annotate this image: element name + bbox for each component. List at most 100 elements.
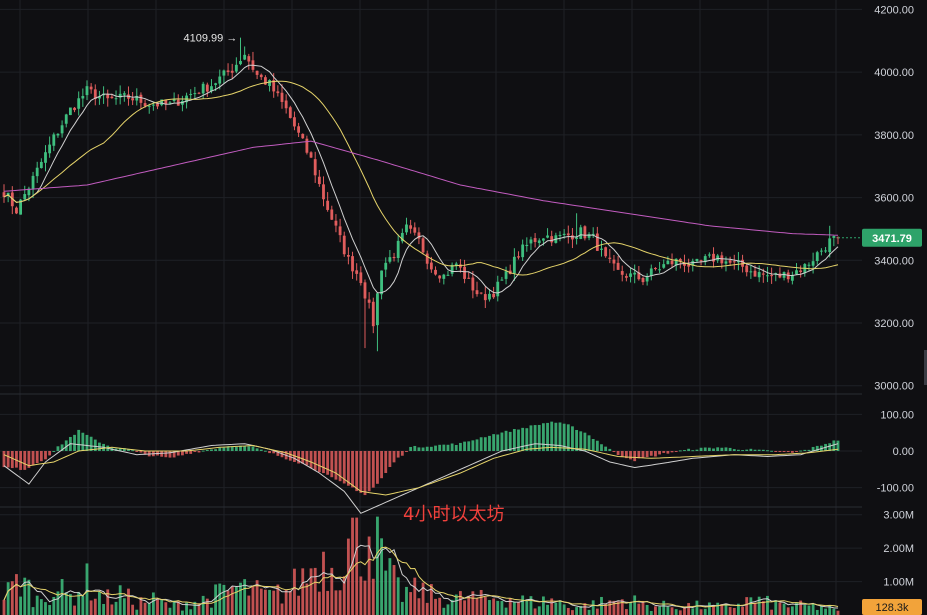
last-volume-label: 128.3k [875, 602, 909, 614]
macd-bar-positive [446, 444, 450, 451]
volume-bar-up [807, 605, 811, 615]
candle-down [799, 265, 803, 278]
macd-bar-negative [313, 451, 317, 471]
volume-bar-down [346, 538, 350, 615]
macd-bar-positive [479, 437, 483, 451]
macd-dea-line [3, 444, 839, 496]
candle-up [525, 237, 529, 252]
candle-body [467, 277, 471, 279]
volume-bar-up [380, 538, 383, 615]
candle-body [429, 262, 433, 270]
macd-bar-negative [795, 451, 798, 452]
candle-body [60, 125, 64, 134]
volume-bar-up [579, 605, 583, 615]
candle-up [68, 107, 72, 116]
volume-tick-label: 1.00M [883, 577, 914, 589]
candle-up [828, 225, 832, 258]
volume-bar-down [334, 590, 338, 615]
candle-body [122, 93, 126, 95]
candle-down [326, 192, 330, 212]
candle-body [724, 261, 728, 264]
volume-bar-up [512, 602, 516, 615]
macd-bar-negative [654, 451, 657, 457]
candle-up [749, 264, 753, 279]
macd-bar-positive [716, 447, 720, 451]
macd-bar-negative [363, 451, 367, 496]
candle-body [753, 270, 757, 277]
candle-body [620, 271, 624, 275]
macd-bar-positive [691, 450, 695, 452]
candle-up [782, 271, 786, 281]
volume-bar-up [633, 595, 637, 615]
candle-body [276, 91, 280, 94]
macd-bar-positive [409, 446, 413, 451]
volume-bar-down [566, 607, 570, 615]
volume-bar-down [284, 589, 288, 615]
candle-body [259, 74, 263, 78]
last-price-label: 3471.79 [872, 233, 912, 245]
macd-bar-positive [205, 449, 209, 451]
volume-bar-up [629, 602, 632, 615]
macd-bar-negative [181, 451, 184, 456]
volume-bar-up [649, 610, 653, 615]
macd-bar-positive [745, 449, 749, 451]
macd-bar-positive [529, 425, 533, 451]
candle-body [732, 261, 736, 263]
macd-bar-positive [541, 423, 545, 451]
candle-body [799, 270, 803, 273]
candle-down [342, 231, 346, 257]
candle-body [488, 293, 491, 300]
candle-body [284, 100, 288, 109]
volume-bar-down [197, 603, 201, 615]
candle-down [106, 89, 110, 107]
macd-bar-positive [73, 434, 76, 451]
macd-bar-positive [537, 424, 541, 451]
candle-body [313, 159, 317, 176]
volume-bar-up [64, 592, 68, 615]
macd-bar-negative [649, 451, 653, 456]
macd-bar-negative [620, 451, 624, 457]
candle-body [268, 80, 271, 86]
volume-bar-up [724, 603, 728, 615]
candle-down [305, 135, 309, 155]
candle-up [400, 228, 404, 244]
candle-body [782, 272, 786, 278]
volume-bar-down [753, 602, 757, 615]
volume-bar-up [766, 595, 769, 615]
macd-bar-positive [571, 426, 574, 451]
candle-body [197, 92, 201, 94]
macd-bar-positive [766, 450, 769, 452]
volume-bar-down [687, 603, 691, 615]
volume-bar-up [645, 604, 649, 615]
candle-body [575, 237, 579, 239]
candle-body [56, 133, 60, 136]
volume-bar-up [554, 602, 558, 615]
candle-body [234, 64, 238, 72]
volume-bar-up [23, 577, 27, 615]
macd-bar-negative [612, 451, 616, 452]
candle-body [388, 257, 392, 262]
volume-bar-up [201, 595, 205, 615]
macd-bar-positive [434, 445, 437, 451]
candle-body [699, 260, 703, 262]
candle-up [268, 79, 271, 92]
volume-bar-down [110, 604, 114, 615]
candle-up [807, 262, 811, 272]
candle-body [338, 226, 342, 236]
macd-bar-positive [230, 446, 234, 451]
candle-up [23, 185, 27, 202]
macd-bar-positive [89, 436, 93, 451]
candle-up [98, 90, 101, 105]
candle-down [330, 205, 334, 220]
candle-body [720, 255, 724, 264]
volume-bar-down [438, 597, 442, 615]
candle-down [230, 63, 234, 80]
candle-body [147, 105, 151, 107]
candle-body [31, 175, 35, 190]
volume-bar-up [44, 602, 47, 615]
macd-bar-negative [164, 451, 168, 458]
macd-bar-negative [641, 451, 645, 458]
volume-bar-up [541, 596, 545, 615]
candle-body [168, 102, 172, 104]
